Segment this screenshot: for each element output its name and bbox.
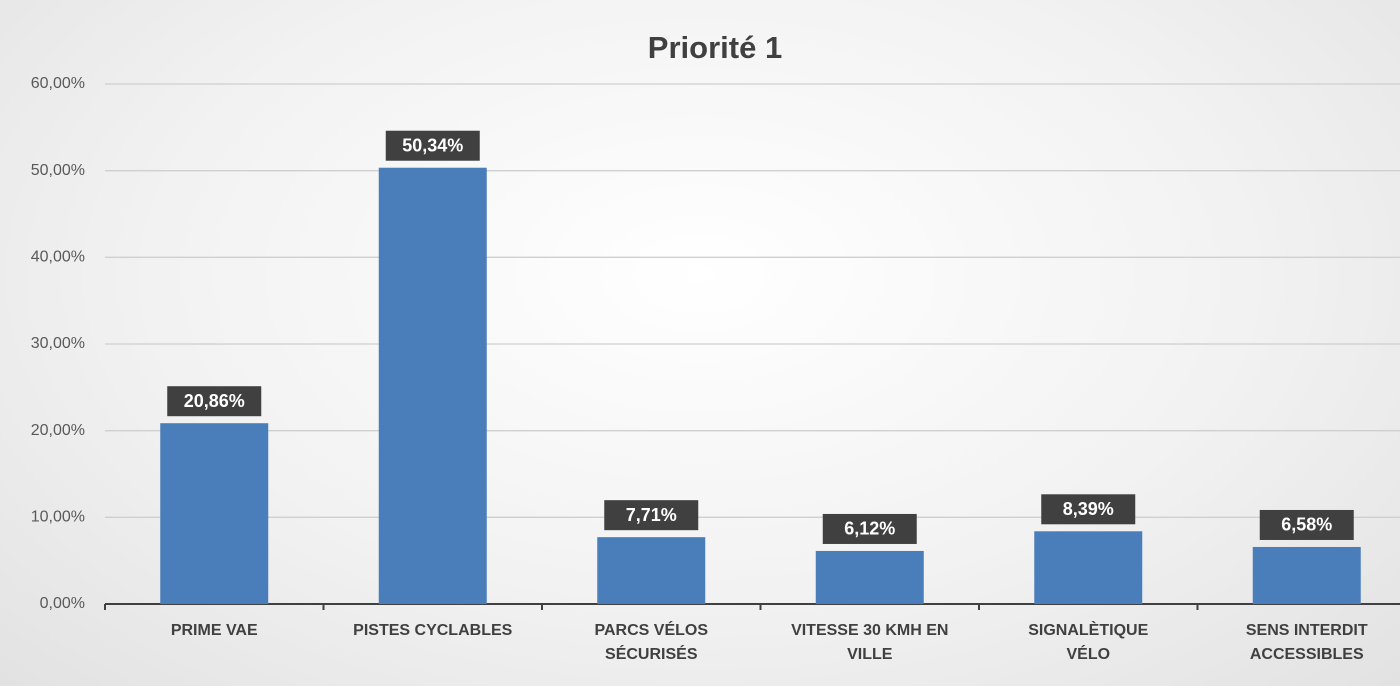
value-label-box <box>1259 509 1354 540</box>
bar <box>160 423 269 604</box>
value-label: 20,86% <box>184 391 245 411</box>
y-tick-label: 30,00% <box>31 335 85 352</box>
x-tick-label: PRIME VAE <box>170 622 258 639</box>
value-label-box <box>385 130 480 161</box>
value-label: 6,12% <box>844 519 895 539</box>
bar <box>815 550 924 604</box>
bar <box>1034 531 1143 604</box>
y-tick-label: 10,00% <box>31 509 85 526</box>
value-label-box <box>604 500 699 531</box>
x-tick-label: VITESSE 30 KMH EN VILLE <box>791 622 949 663</box>
chart-title: Priorité 1 <box>648 30 782 65</box>
y-tick-label: 20,00% <box>31 422 85 439</box>
y-tick-label: 40,00% <box>31 249 85 266</box>
x-tick-label: SENS INTERDIT ACCESSIBLES <box>1245 622 1368 663</box>
value-label: 6,58% <box>1281 515 1332 535</box>
x-tick-label: PISTES CYCLABLES <box>353 622 513 639</box>
x-tick-label: SIGNALÈTIQUE VÉLO <box>1028 622 1149 663</box>
value-label-box <box>1041 494 1136 525</box>
y-tick-label: 0,00% <box>40 595 85 612</box>
x-tick-label: PARCS VÉLOS SÉCURISÉS <box>594 622 709 663</box>
value-label-box <box>167 386 262 417</box>
y-tick-label: 60,00% <box>31 75 85 92</box>
bar <box>378 167 487 604</box>
value-label: 50,34% <box>402 135 463 155</box>
value-label: 7,71% <box>626 505 677 525</box>
bar <box>597 537 706 604</box>
bar <box>1252 546 1361 604</box>
value-label-box <box>822 513 917 544</box>
value-label: 8,39% <box>1063 499 1114 519</box>
y-tick-label: 50,00% <box>31 162 85 179</box>
